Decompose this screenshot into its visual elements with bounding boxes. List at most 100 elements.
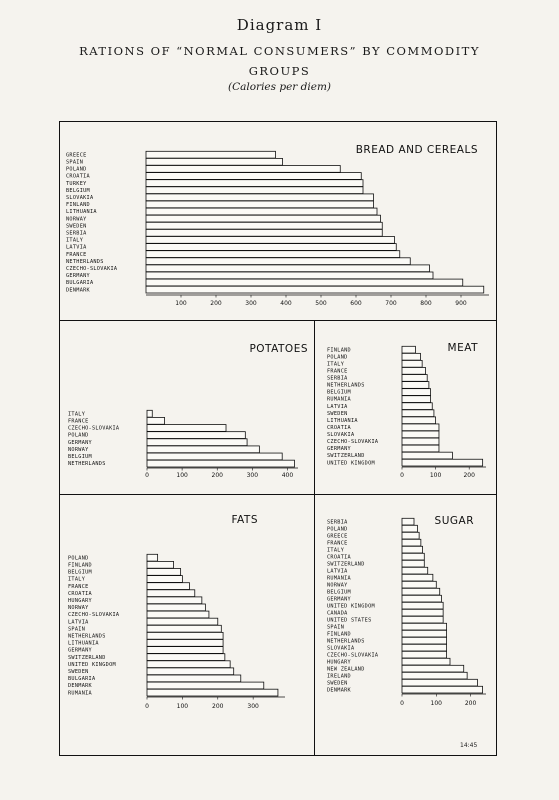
sugar-tick-label: 0 — [400, 700, 404, 707]
potatoes-panel-title: POTATOES — [249, 343, 308, 355]
fats-panel-title: FATS — [231, 514, 258, 526]
bread-and-cereals-category-label: CZECHO-SLOVAKIA — [66, 266, 118, 272]
potatoes-tick-label: 100 — [176, 472, 188, 479]
sugar-bar — [401, 622, 447, 631]
fats-category-label: BELGIUM — [68, 570, 92, 576]
sugar-bar — [401, 636, 447, 645]
panel-divider-bottom — [59, 494, 496, 495]
fats-category-label: NETHERLANDS — [68, 633, 106, 639]
bread-and-cereals-bar — [145, 200, 374, 209]
meat-bar — [401, 374, 428, 382]
fats-bar — [146, 646, 224, 654]
sugar-category-label: UNITED KINGDOM — [327, 603, 375, 609]
potatoes-bar — [146, 452, 283, 461]
bread-and-cereals-tick-label: 800 — [420, 300, 432, 307]
bread-and-cereals-category-label: LATVIA — [66, 245, 87, 251]
fats-category-label: RUMANIA — [68, 690, 93, 696]
meat-category-label: CZECHO-SLOVAKIA — [327, 439, 379, 445]
sugar-category-label: SPAIN — [327, 624, 344, 630]
bread-and-cereals-tick-label: 500 — [315, 300, 327, 307]
plate-number: 14:45 — [460, 742, 478, 749]
fats-bar — [146, 617, 219, 626]
meat-category-label: SLOVAKIA — [327, 432, 355, 438]
panel-divider-vertical — [314, 320, 315, 755]
meat-bar — [401, 416, 436, 425]
potatoes-category-label: NORWAY — [68, 447, 89, 453]
meat-bar — [401, 395, 431, 403]
bread-and-cereals-category-label: ITALY — [66, 238, 84, 244]
bread-and-cereals-bar — [145, 257, 411, 265]
sugar-category-label: POLAND — [327, 526, 348, 532]
sugar-bar — [401, 657, 451, 666]
sugar-category-label: DENMARK — [327, 687, 352, 693]
sugar-category-label: HUNGARY — [327, 659, 352, 665]
bread-and-cereals-category-label: GREECE — [66, 152, 87, 158]
bread-and-cereals-tick-label: 600 — [350, 300, 362, 307]
bread-and-cereals-category-label: LITHUANIA — [66, 209, 97, 215]
potatoes-bar — [146, 431, 246, 439]
sugar-bar — [401, 552, 425, 561]
diagram-frame — [59, 121, 497, 756]
fats-bar — [146, 603, 206, 612]
panel-divider-top — [59, 320, 496, 321]
bread-and-cereals-bar — [145, 179, 364, 187]
fats-category-label: CZECHO-SLOVAKIA — [68, 612, 120, 618]
meat-category-label: ITALY — [327, 361, 345, 367]
bread-and-cereals-category-label: FINLAND — [66, 202, 90, 208]
bread-and-cereals-category-label: BELGIUM — [66, 188, 90, 194]
sugar-bar — [401, 538, 422, 547]
fats-category-label: NORWAY — [68, 605, 89, 611]
fats-category-label: LATVIA — [68, 619, 89, 625]
sugar-category-label: NETHERLANDS — [327, 638, 365, 644]
sugar-bar — [401, 671, 468, 680]
meat-category-label: LITHUANIA — [327, 418, 358, 424]
bread-and-cereals-panel-title: BREAD AND CEREALS — [356, 144, 478, 156]
fats-bar — [146, 632, 224, 640]
sugar-bar — [401, 608, 444, 617]
bread-and-cereals-bar — [145, 207, 378, 216]
sugar-category-label: CROATIA — [327, 554, 352, 560]
bread-and-cereals-category-label: SWEDEN — [66, 223, 87, 229]
bread-and-cereals-tick-label: 400 — [280, 300, 292, 307]
sugar-category-label: CANADA — [327, 610, 348, 616]
potatoes-tick-label: 300 — [247, 472, 259, 479]
bread-and-cereals-category-label: NETHERLANDS — [66, 259, 104, 265]
sugar-bar — [401, 573, 434, 582]
meat-bar — [401, 430, 440, 439]
meat-panel-title: MEAT — [448, 342, 479, 354]
sugar-category-label: ITALY — [327, 547, 345, 553]
sugar-bar — [401, 615, 444, 624]
meat-category-label: SWEDEN — [327, 411, 348, 417]
sugar-category-label: FRANCE — [327, 540, 348, 546]
sugar-bar — [401, 629, 447, 638]
potatoes-category-label: ITALY — [68, 411, 86, 417]
meat-bar — [401, 451, 453, 460]
chart-title-line-2: GROUPS — [248, 64, 311, 78]
bread-and-cereals-bar — [145, 172, 362, 180]
sugar-category-label: UNITED STATES — [327, 617, 372, 623]
fats-bar — [146, 639, 224, 647]
sugar-tick-label: 200 — [465, 700, 477, 707]
meat-category-label: SWITZERLAND — [327, 453, 365, 459]
fats-category-label: HUNGARY — [68, 598, 93, 604]
sugar-bar — [401, 559, 425, 568]
potatoes-tick-label: 400 — [282, 472, 294, 479]
meat-category-label: GERMANY — [327, 446, 352, 452]
fats-bar — [146, 674, 242, 683]
bread-and-cereals-category-label: POLAND — [66, 167, 87, 173]
bread-and-cereals-bar — [145, 243, 397, 251]
fats-category-label: GERMANY — [68, 648, 93, 654]
potatoes-bar — [146, 445, 260, 454]
potatoes-category-label: BELGIUM — [68, 454, 92, 460]
fats-category-label: FRANCE — [68, 584, 89, 590]
sugar-tick-label: 100 — [431, 700, 443, 707]
meat-category-label: RUMANIA — [327, 397, 352, 403]
bread-and-cereals-bar — [145, 221, 383, 230]
meat-bar — [401, 352, 421, 361]
potatoes-category-label: FRANCE — [68, 418, 89, 424]
fats-bar — [146, 582, 190, 590]
fats-tick-label: 300 — [247, 703, 259, 710]
sugar-category-label: GREECE — [327, 533, 348, 539]
bread-and-cereals-bar — [145, 271, 434, 280]
sugar-category-label: SWEDEN — [327, 680, 348, 686]
